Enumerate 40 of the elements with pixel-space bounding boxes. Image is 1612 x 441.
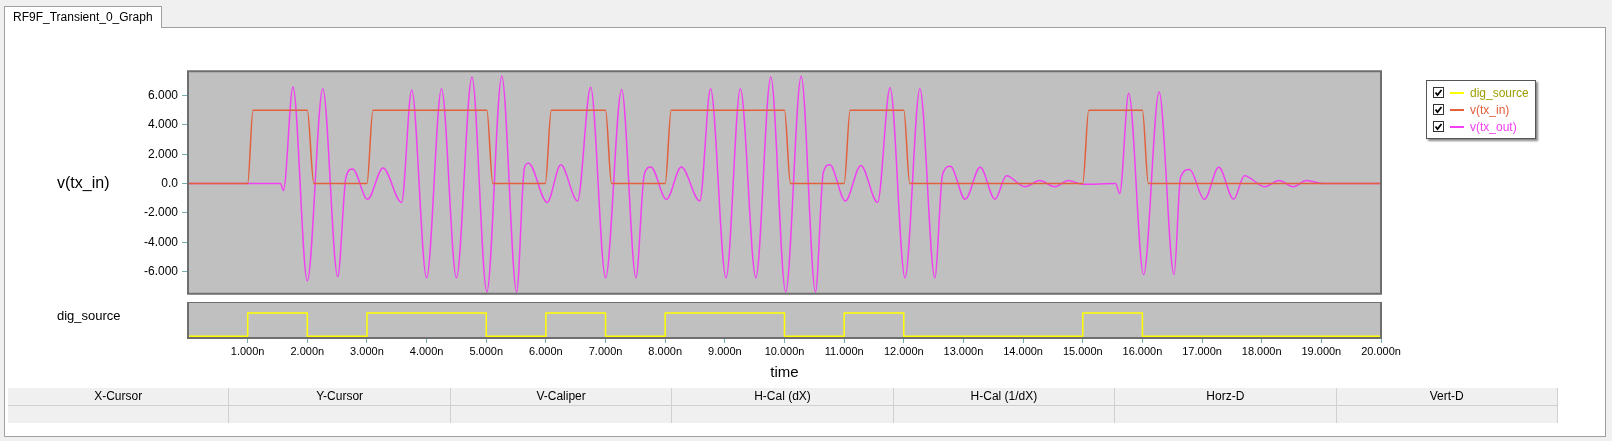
- y-tick-label: 4.000: [147, 117, 179, 132]
- x-tick-label: 20.000n: [1361, 344, 1401, 357]
- y-tick-label: -4.000: [143, 234, 179, 249]
- x-tick-label: 2.000n: [290, 344, 325, 357]
- x-tick-label: 14.000n: [1003, 344, 1043, 357]
- x-tick-label: 15.000n: [1062, 344, 1103, 357]
- y-tick-label: -2.000: [143, 205, 179, 220]
- legend-label: dig_source: [1470, 85, 1529, 100]
- x-tick-label: 4.000n: [409, 344, 444, 357]
- legend-label: v(tx_in): [1470, 102, 1510, 117]
- x-axis-title: time: [770, 363, 799, 381]
- y-tick-label: 2.000: [147, 146, 179, 161]
- x-tick-label: 19.000n: [1301, 344, 1342, 357]
- x-tick-label: 16.000n: [1122, 344, 1163, 357]
- x-tick-label: 11.000n: [824, 344, 864, 357]
- text: Vert-D: [1336, 388, 1558, 405]
- x-tick-label: 18.000n: [1241, 344, 1282, 357]
- x-tick-label: 1.000n: [230, 344, 265, 357]
- x-tick-label: 10.000n: [764, 344, 805, 357]
- text: X-Cursor: [8, 388, 230, 405]
- text: V-Caliper: [450, 388, 673, 405]
- text: Y-Cursor: [229, 388, 451, 405]
- y-tick-label: -6.000: [143, 264, 179, 279]
- text: Horz-D: [1115, 388, 1337, 405]
- y-axis-title: v(tx_in): [57, 174, 110, 192]
- y-tick-label: 6.000: [147, 87, 179, 102]
- x-tick-label: 8.000n: [648, 344, 683, 357]
- legend-label: v(tx_out): [1470, 119, 1517, 134]
- y-tick-label: 0.0: [161, 175, 179, 190]
- x-tick-label: 7.000n: [588, 344, 623, 357]
- x-tick-label: 9.000n: [708, 344, 742, 357]
- x-tick-label: 6.000n: [529, 344, 563, 357]
- x-tick-label: 12.000n: [883, 344, 924, 357]
- x-tick-label: 17.000n: [1182, 344, 1222, 357]
- y-axis-title: dig_source: [57, 308, 121, 323]
- x-tick-label: 5.000n: [469, 344, 504, 357]
- text: H-Cal (dX): [672, 388, 894, 405]
- text: H-Cal (1/dX): [893, 388, 1116, 405]
- x-tick-label: 3.000n: [350, 344, 384, 357]
- x-tick-label: 13.000n: [943, 344, 984, 357]
